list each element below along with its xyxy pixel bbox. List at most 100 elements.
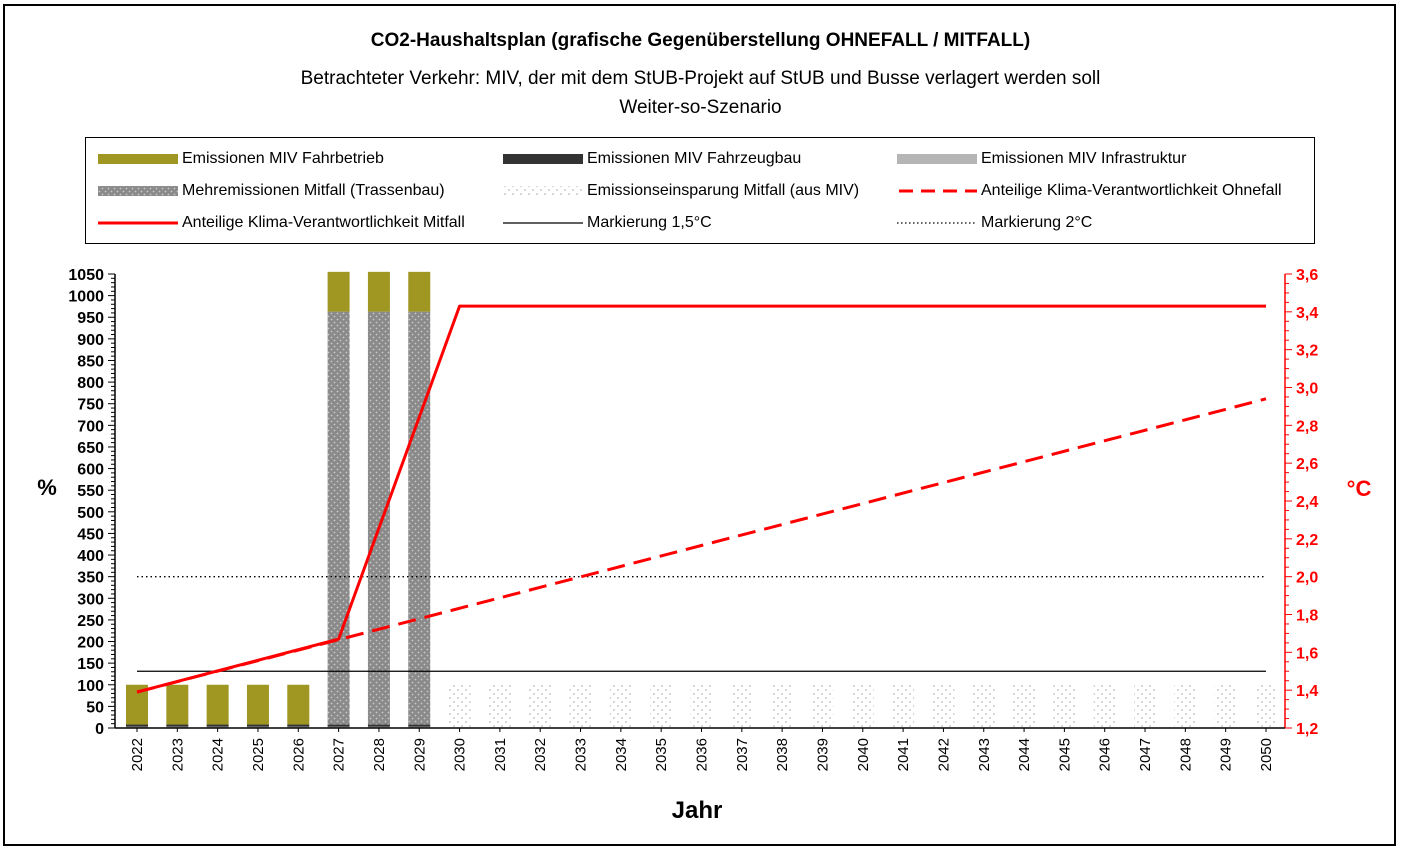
bar-segment — [1093, 684, 1116, 728]
legend-label: Mehremissionen Mitfall (Trassenbau) — [182, 182, 445, 199]
y-tick-label: 50 — [86, 699, 104, 716]
bar-segment — [1013, 684, 1036, 728]
legend-swatch-dotted — [897, 222, 977, 224]
bar-segment — [690, 684, 713, 728]
legend-item-mitfall: Anteilige Klima-Verantwortlichkeit Mitfa… — [98, 212, 465, 234]
bar-segment — [1255, 684, 1277, 728]
y-tick-label: 700 — [77, 418, 104, 435]
legend-label: Emissionen MIV Infrastruktur — [981, 150, 1187, 167]
x-tick-label: 2028 — [371, 738, 388, 771]
x-tick-label: 2026 — [290, 738, 307, 771]
legend-label: Emissionen MIV Fahrbetrieb — [182, 150, 384, 167]
x-tick-label: 2029 — [411, 738, 428, 771]
bar-segment — [972, 684, 995, 728]
bar-segment — [488, 684, 511, 728]
y-tick-label: 500 — [77, 505, 104, 522]
x-tick-label: 2042 — [935, 738, 952, 771]
x-axis-title: Jahr — [672, 797, 723, 824]
bar-segment — [1174, 684, 1197, 728]
y2-tick-label: 1,8 — [1296, 608, 1318, 625]
chart-scenario: Weiter-so-Szenario — [619, 97, 782, 118]
bar-segment — [609, 684, 632, 728]
legend-swatch-grey — [897, 154, 977, 164]
chart-subtitle: Betrachteter Verkehr: MIV, der mit dem S… — [300, 68, 1101, 89]
y-tick-label: 650 — [77, 440, 104, 457]
legend-item-ohnefall: Anteilige Klima-Verantwortlichkeit Ohnef… — [897, 180, 1282, 202]
legend-label: Markierung 1,5°C — [587, 214, 712, 231]
x-tick-label: 2039 — [814, 738, 831, 771]
bar-segment — [367, 271, 390, 312]
bar-segment — [246, 684, 269, 725]
y-tick-label: 750 — [77, 397, 104, 414]
bar-layer — [126, 271, 1277, 728]
chart-frame — [3, 4, 1396, 846]
bar-segment — [287, 684, 310, 725]
x-tick-label: 2034 — [613, 738, 630, 771]
bar-segment — [892, 684, 915, 728]
legend-item-infrastruktur: Emissionen MIV Infrastruktur — [897, 148, 1186, 170]
bar-segment — [367, 311, 390, 725]
x-tick-label: 2041 — [895, 738, 912, 771]
legend-item-fahrzeugbau: Emissionen MIV Fahrzeugbau — [503, 148, 801, 170]
y2-tick-label: 3,2 — [1296, 343, 1318, 360]
x-tick-label: 2049 — [1218, 738, 1235, 771]
y-tick-label: 100 — [77, 678, 104, 695]
line-mitfall — [136, 304, 1266, 694]
y-tick-label: 300 — [77, 591, 104, 608]
y2-tick-label: 2,8 — [1296, 418, 1318, 435]
y-tick-label: 250 — [77, 613, 104, 630]
legend-item-einsparung: Emissionseinsparung Mitfall (aus MIV) — [503, 180, 859, 202]
bar-segment — [730, 684, 753, 728]
y-tick-label: 450 — [77, 526, 104, 543]
legend-swatch-dark — [503, 154, 583, 164]
x-tick-label: 2024 — [210, 738, 227, 771]
y-tick-label: 350 — [77, 570, 104, 587]
bar-segment — [327, 271, 350, 312]
bar-segment — [166, 684, 189, 725]
y2-tick-label: 1,4 — [1296, 683, 1318, 700]
y-tick-label: 150 — [77, 656, 104, 673]
x-tick-label: 2022 — [129, 738, 146, 771]
bar-segment — [126, 724, 148, 727]
y-tick-label: 400 — [77, 548, 104, 565]
y-tick-label: 950 — [77, 310, 104, 327]
bar-segment — [851, 684, 874, 728]
y-tick-label: 200 — [77, 635, 104, 652]
y-axis-title: % — [37, 475, 57, 500]
bar-segment — [1053, 684, 1076, 728]
y-tick-label: 0 — [95, 721, 104, 738]
bar-segment — [1214, 684, 1237, 728]
chart-title: CO2-Haushaltsplan (grafische Gegenüberst… — [370, 30, 1031, 51]
bar-segment — [126, 684, 148, 725]
x-tick-label: 2048 — [1177, 738, 1194, 771]
y2-tick-label: 2,2 — [1296, 532, 1318, 549]
line-layer — [136, 304, 1267, 694]
legend-label: Anteilige Klima-Verantwortlichkeit Ohnef… — [981, 182, 1282, 199]
bar-segment — [166, 724, 189, 727]
y2-tick-label: 2,6 — [1296, 456, 1318, 473]
bar-segment — [327, 724, 350, 727]
bar-segment — [650, 684, 673, 728]
y2-tick-label: 3,6 — [1296, 267, 1318, 284]
legend-item-trassenbau: Mehremissionen Mitfall (Trassenbau) — [98, 180, 445, 202]
legend-swatch-red-dashed — [899, 189, 977, 193]
x-tick-label: 2046 — [1097, 738, 1114, 771]
x-tick-label: 2023 — [169, 738, 186, 771]
x-tick-label: 2036 — [694, 738, 711, 771]
bar-segment — [529, 684, 552, 728]
bar-segment — [1134, 684, 1157, 728]
y-tick-label: 1050 — [68, 267, 104, 284]
y2-tick-label: 3,0 — [1296, 381, 1318, 398]
bar-segment — [287, 724, 310, 727]
legend-swatch-red-line — [98, 221, 178, 225]
legend-label: Emissionen MIV Fahrzeugbau — [587, 150, 802, 167]
reference-lines — [137, 576, 1266, 672]
bar-segment — [569, 684, 592, 728]
y2-tick-label: 1,2 — [1296, 721, 1318, 738]
bar-segment — [408, 311, 431, 725]
y2-axis-title: °C — [1347, 476, 1372, 501]
x-tick-label: 2027 — [331, 738, 348, 771]
x-tick-label: 2044 — [1016, 738, 1033, 771]
y2-tick-label: 2,4 — [1296, 494, 1318, 511]
legend-swatch-olive — [98, 154, 178, 164]
